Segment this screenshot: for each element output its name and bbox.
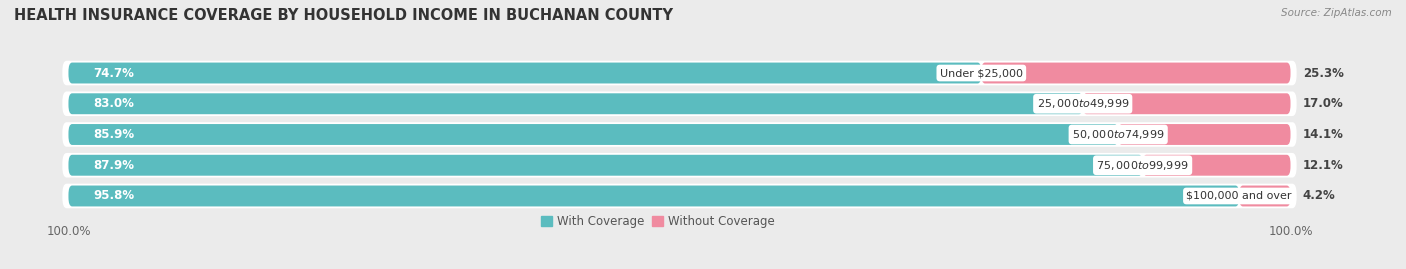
FancyBboxPatch shape [62, 153, 1296, 178]
FancyBboxPatch shape [62, 184, 1296, 208]
FancyBboxPatch shape [1143, 155, 1291, 176]
FancyBboxPatch shape [69, 124, 1118, 145]
Text: $100,000 and over: $100,000 and over [1187, 191, 1292, 201]
Text: 25.3%: 25.3% [1303, 66, 1344, 80]
FancyBboxPatch shape [981, 63, 1291, 83]
Text: HEALTH INSURANCE COVERAGE BY HOUSEHOLD INCOME IN BUCHANAN COUNTY: HEALTH INSURANCE COVERAGE BY HOUSEHOLD I… [14, 8, 673, 23]
FancyBboxPatch shape [69, 186, 1239, 206]
Text: Source: ZipAtlas.com: Source: ZipAtlas.com [1281, 8, 1392, 18]
Text: 87.9%: 87.9% [93, 159, 134, 172]
FancyBboxPatch shape [1239, 186, 1291, 206]
FancyBboxPatch shape [69, 63, 981, 83]
Text: 12.1%: 12.1% [1303, 159, 1344, 172]
FancyBboxPatch shape [62, 122, 1296, 147]
Text: 17.0%: 17.0% [1303, 97, 1344, 110]
Text: 14.1%: 14.1% [1303, 128, 1344, 141]
FancyBboxPatch shape [69, 93, 1083, 114]
FancyBboxPatch shape [1083, 93, 1291, 114]
Text: $75,000 to $99,999: $75,000 to $99,999 [1097, 159, 1189, 172]
FancyBboxPatch shape [69, 155, 1143, 176]
Legend: With Coverage, Without Coverage: With Coverage, Without Coverage [540, 215, 775, 228]
FancyBboxPatch shape [62, 91, 1296, 116]
Text: 95.8%: 95.8% [93, 189, 134, 203]
FancyBboxPatch shape [1118, 124, 1291, 145]
Text: Under $25,000: Under $25,000 [939, 68, 1022, 78]
Text: 85.9%: 85.9% [93, 128, 134, 141]
FancyBboxPatch shape [62, 61, 1296, 85]
Text: $25,000 to $49,999: $25,000 to $49,999 [1036, 97, 1129, 110]
Text: 4.2%: 4.2% [1303, 189, 1336, 203]
Text: 83.0%: 83.0% [93, 97, 134, 110]
Text: $50,000 to $74,999: $50,000 to $74,999 [1071, 128, 1164, 141]
Text: 74.7%: 74.7% [93, 66, 134, 80]
